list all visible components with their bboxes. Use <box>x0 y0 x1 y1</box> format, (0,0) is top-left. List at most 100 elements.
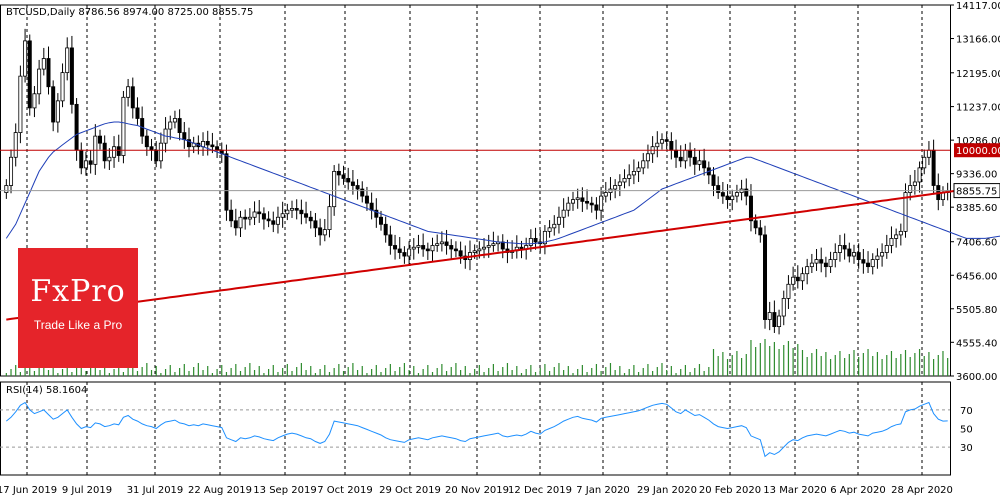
candle-up <box>875 255 880 260</box>
candle-down <box>233 220 238 229</box>
candle-down <box>299 209 304 215</box>
candle-up <box>168 121 173 130</box>
volume-bar <box>708 367 710 376</box>
volume-bar <box>5 373 7 376</box>
candle-down <box>186 139 191 148</box>
candle-down <box>205 141 210 146</box>
volume-bar <box>211 373 214 376</box>
candle-down <box>458 250 463 257</box>
candle-down <box>931 149 936 186</box>
volume-bar <box>726 359 729 376</box>
logo-tagline: Trade Like a Pro <box>33 318 123 332</box>
candle-up <box>411 246 416 250</box>
candle-up <box>828 259 833 268</box>
volume-bar <box>244 367 246 376</box>
volume-bar <box>356 370 359 376</box>
volume-bar <box>375 365 377 376</box>
candle-up <box>275 216 280 225</box>
volume-bar <box>19 372 21 376</box>
candle-down <box>500 241 505 250</box>
volume-bar <box>581 365 583 376</box>
volume-bar <box>188 371 190 376</box>
candle-down <box>421 245 426 250</box>
volume-bar <box>174 372 176 376</box>
volume-bar <box>239 371 242 376</box>
candle-up <box>65 47 70 74</box>
volume-bar <box>71 372 73 376</box>
volume-bar <box>525 369 527 376</box>
volume-bar <box>516 366 518 376</box>
candle-down <box>861 259 866 264</box>
candle-up <box>112 146 117 158</box>
volume-bar <box>670 366 672 376</box>
volume-bar <box>595 364 598 376</box>
volume-bar <box>10 369 12 376</box>
candle-down <box>341 174 346 179</box>
candle-down <box>847 248 852 257</box>
volume-bar <box>483 372 485 376</box>
candle-up <box>528 238 533 246</box>
candle-down <box>266 218 271 222</box>
ma-fast-line <box>5 121 1000 245</box>
candle-down <box>383 223 388 236</box>
candle-up <box>851 252 856 257</box>
candle-up <box>542 230 547 245</box>
candle-up <box>800 273 805 282</box>
candle-up <box>566 202 571 211</box>
candle-up <box>172 118 177 123</box>
candle-down <box>393 245 398 250</box>
volume-bar <box>389 364 391 376</box>
candle-down <box>336 170 341 176</box>
volume-bar <box>698 364 701 376</box>
candle-down <box>374 209 379 218</box>
candle-down <box>669 141 674 151</box>
volume-bar <box>764 339 766 376</box>
candle-up <box>833 252 838 260</box>
ma-slow-line <box>6 188 967 321</box>
volume-bar <box>876 352 879 376</box>
candle-up <box>37 68 42 95</box>
candle-up <box>777 315 782 328</box>
candle-down <box>585 200 590 204</box>
volume-bar <box>853 350 855 376</box>
candle-down <box>772 312 777 328</box>
candle-up <box>327 206 332 231</box>
volume-bar <box>511 370 513 376</box>
volume-bar <box>263 373 265 376</box>
x-tick-label: 20 Nov 2019 <box>445 485 509 496</box>
volume-bar <box>310 366 312 376</box>
volume-bar <box>736 351 738 376</box>
volume-bar <box>820 356 822 376</box>
volume-bar <box>502 367 504 376</box>
volume-bar <box>286 364 288 376</box>
candle-up <box>285 209 290 215</box>
candle-up <box>332 170 337 208</box>
volume-bar <box>844 358 846 376</box>
x-tick-label: 13 Sep 2019 <box>253 485 316 496</box>
x-tick-label: 13 Mar 2020 <box>763 485 826 496</box>
candle-down <box>388 234 393 246</box>
volume-bar <box>829 359 832 376</box>
candle-up <box>767 312 772 320</box>
x-tick-label: 29 Oct 2019 <box>379 485 441 496</box>
volume-bar <box>57 373 59 376</box>
chart-title: BTCUSD,Daily 8786.56 8974.00 8725.00 885… <box>6 7 253 18</box>
volume-bar <box>928 352 930 376</box>
volume-bar <box>272 365 274 376</box>
volume-bar <box>497 371 499 376</box>
candle-up <box>552 223 557 229</box>
candle-up <box>659 139 664 144</box>
level-price-tag <box>954 143 1000 158</box>
volume-bar <box>530 365 532 376</box>
x-tick-label: 7 Jan 2020 <box>576 485 630 496</box>
candle-down <box>402 252 407 257</box>
volume-bar <box>460 370 462 376</box>
volume-bar <box>122 372 125 376</box>
volume-bar <box>385 368 387 376</box>
candle-down <box>98 135 103 144</box>
volume-bar <box>333 368 335 376</box>
volume-bar <box>947 358 949 376</box>
volume-bar <box>193 367 195 376</box>
candle-up <box>60 72 65 102</box>
volume-bar <box>394 371 396 376</box>
